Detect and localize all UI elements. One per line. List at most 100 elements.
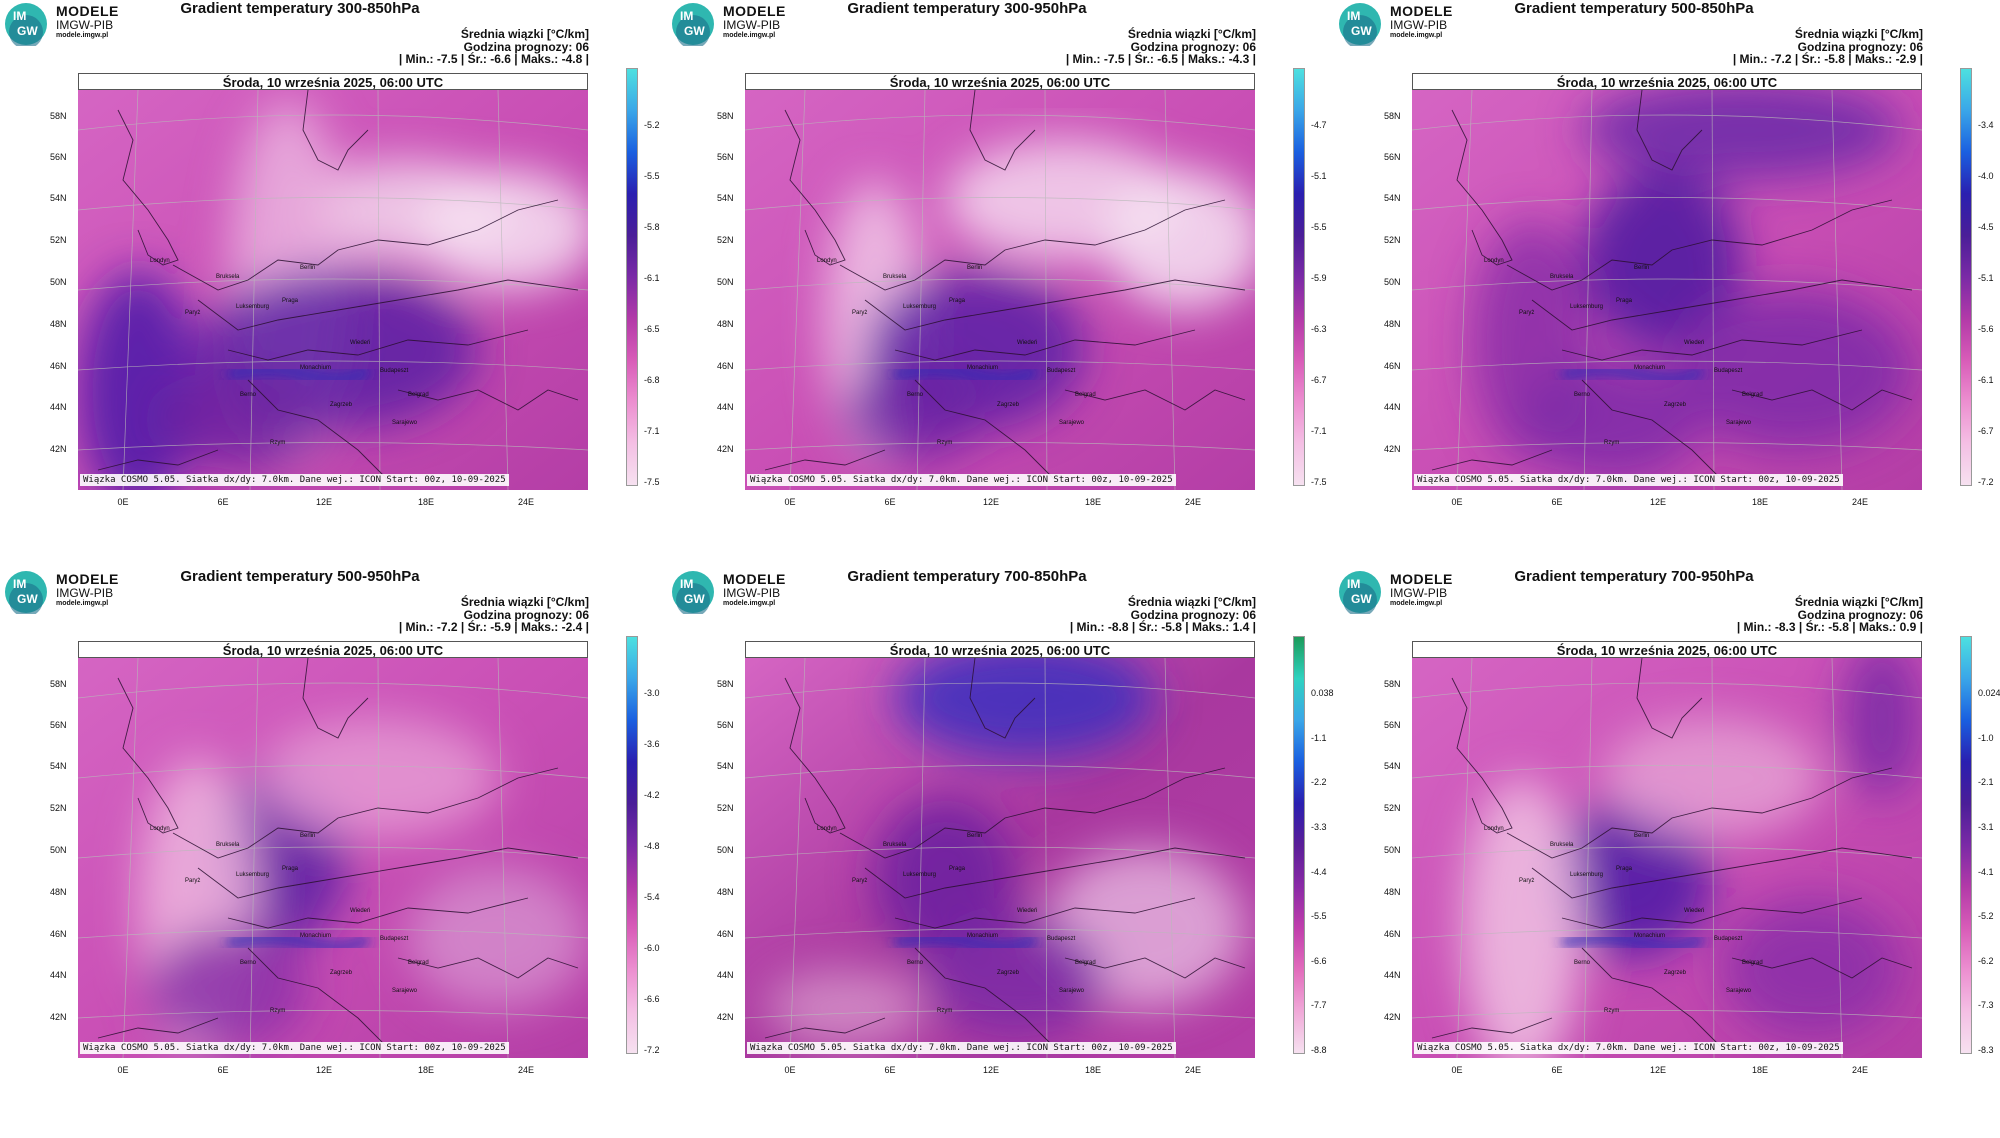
scale-tick-label: -5.9 [1311,273,1327,283]
scale-tick-label: -3.1 [1978,821,1994,832]
logo-line2: IMGW-PIB [56,17,114,32]
logo-mark-bottom: GW [684,24,705,38]
latitude-label: 46N [717,929,734,939]
latitude-label: 52N [717,803,734,813]
scale-tick-label: -5.2 [1978,911,1994,922]
latitude-label: 50N [50,845,67,855]
latitude-label: 58N [1384,111,1401,121]
city-label: Berno [1574,960,1591,966]
logo-mark-bottom: GW [684,592,705,606]
latitude-label: 56N [717,720,734,730]
longitude-label: 24E [1184,497,1202,507]
scale-tick-label: -1.0 [1978,732,1994,743]
scale-tick-label: -7.2 [644,1045,660,1055]
scale-tick-label: -6.3 [1311,324,1327,334]
panel-title: Gradient temperatury 500-950hPa [180,568,420,585]
longitude-label: 24E [1851,1065,1869,1075]
logo-line1: MODELE [1390,3,1453,19]
scale-tick-label: -8.3 [1978,1045,1994,1055]
scale-tick-label: -6.1 [1978,375,1994,385]
city-label: Sarajewo [1059,420,1085,426]
latitude-label: 48N [717,319,734,329]
city-label: Budapeszt [1714,936,1743,942]
scale-tick-label: -3.0 [644,688,660,698]
city-label: Belgrad [1742,392,1763,398]
city-label: Berno [240,392,257,398]
model-footer: Wiązka COSMO 5.05. Siatka dx/dy: 7.0km. … [80,474,509,486]
scale-tick-label: -3.3 [1311,821,1327,832]
stats-line: | Min.: -7.2 | Śr.: -5.8 | Maks.: -2.9 | [1732,52,1923,66]
scale-tick-label: 0.024 [1978,688,2000,698]
city-label: Praga [1616,298,1633,304]
city-label: Londyn [1484,258,1504,264]
latitude-label: 56N [717,152,734,162]
logo-line1: MODELE [56,3,119,19]
model-footer: Wiązka COSMO 5.05. Siatka dx/dy: 7.0km. … [1414,1042,1843,1054]
logo-text: MODELE IMGW-PIB modele.imgw.pl [56,572,119,608]
temperature-gradient-map: Londyn Bruksela Paryż Luksemburg Praga Berlin… [744,89,1265,491]
color-scale-bar [626,68,638,486]
longitude-label: 6E [1551,1065,1563,1075]
city-label: Rzym [937,440,953,446]
latitude-label: 50N [1384,845,1401,855]
logo-line1: MODELE [1390,571,1453,587]
scale-tick-label: -5.5 [1311,911,1327,922]
longitude-label: 24E [517,497,535,507]
logo-text: MODELE IMGW-PIB modele.imgw.pl [56,4,119,40]
unit-label: Średnia wiązki [°C/km] [1794,595,1923,609]
latitude-label: 56N [1384,720,1401,730]
temperature-gradient-map: Londyn Bruksela Paryż Luksemburg Praga Berlin… [77,89,598,510]
logo-line1: MODELE [723,571,786,587]
city-label: Berno [907,960,924,966]
panel-title: Gradient temperatury 300-950hPa [847,0,1087,17]
city-label: Luksemburg [903,872,937,878]
latitude-label: 46N [50,929,67,939]
logo-mark-top: IM [1347,9,1361,23]
scale-tick-label: -4.5 [1978,222,1994,232]
imgw-logo: IM GW [4,570,48,617]
latitude-label: 50N [1384,277,1401,287]
city-label: Bruksela [883,274,907,280]
city-label: Londyn [150,826,170,832]
logo-mark-bottom: GW [1351,592,1372,606]
scale-tick-label: -5.1 [1311,171,1327,181]
latitude-label: 48N [50,319,67,329]
forecast-panel: IM GW MODELE IMGW-PIB modele.imgw.pl Gradient… [667,568,1334,1138]
city-label: Rzym [1604,1008,1620,1014]
scale-tick-label: -4.1 [1978,866,1994,877]
city-label: Sarajewo [392,420,418,426]
latitude-label: 42N [50,444,67,454]
city-label: Wiedeń [1684,340,1705,346]
city-label: Praga [282,866,299,872]
city-label: Monachium [1634,365,1666,371]
map-date-header: Środa, 10 września 2025, 06:00 UTC [78,641,588,658]
city-label: Belgrad [408,392,429,398]
logo-line2: IMGW-PIB [1390,17,1448,32]
unit-label: Średnia wiązki [°C/km] [1794,27,1923,41]
latitude-label: 44N [1384,402,1401,412]
city-label: Budapeszt [1047,368,1076,374]
scale-tick-label: -3.4 [1978,120,1994,130]
city-label: Berno [240,960,257,966]
latitude-label: 58N [717,679,734,689]
city-label: Paryż [1519,310,1535,316]
map-date-header: Środa, 10 września 2025, 06:00 UTC [1412,641,1922,658]
panel-title: Gradient temperatury 700-850hPa [847,568,1087,585]
city-label: Zagrzeb [330,970,353,976]
city-label: Zagrzeb [997,970,1020,976]
longitude-label: 18E [1084,1065,1102,1075]
latitude-label: 54N [1384,761,1401,771]
city-label: Wiedeń [1017,908,1038,914]
latitude-label: 42N [1384,1012,1401,1022]
latitude-label: 52N [1384,803,1401,813]
stats-line: | Min.: -8.3 | Śr.: -5.8 | Maks.: 0.9 | [1736,620,1923,634]
longitude-label: 6E [217,1065,229,1075]
scale-tick-label: -6.0 [644,943,660,953]
city-label: Sarajewo [392,988,418,994]
longitude-label: 12E [315,497,333,507]
latitude-label: 44N [717,402,734,412]
latitude-label: 46N [1384,361,1401,371]
model-footer: Wiązka COSMO 5.05. Siatka dx/dy: 7.0km. … [80,1042,509,1054]
city-label: Monachium [1634,933,1666,939]
